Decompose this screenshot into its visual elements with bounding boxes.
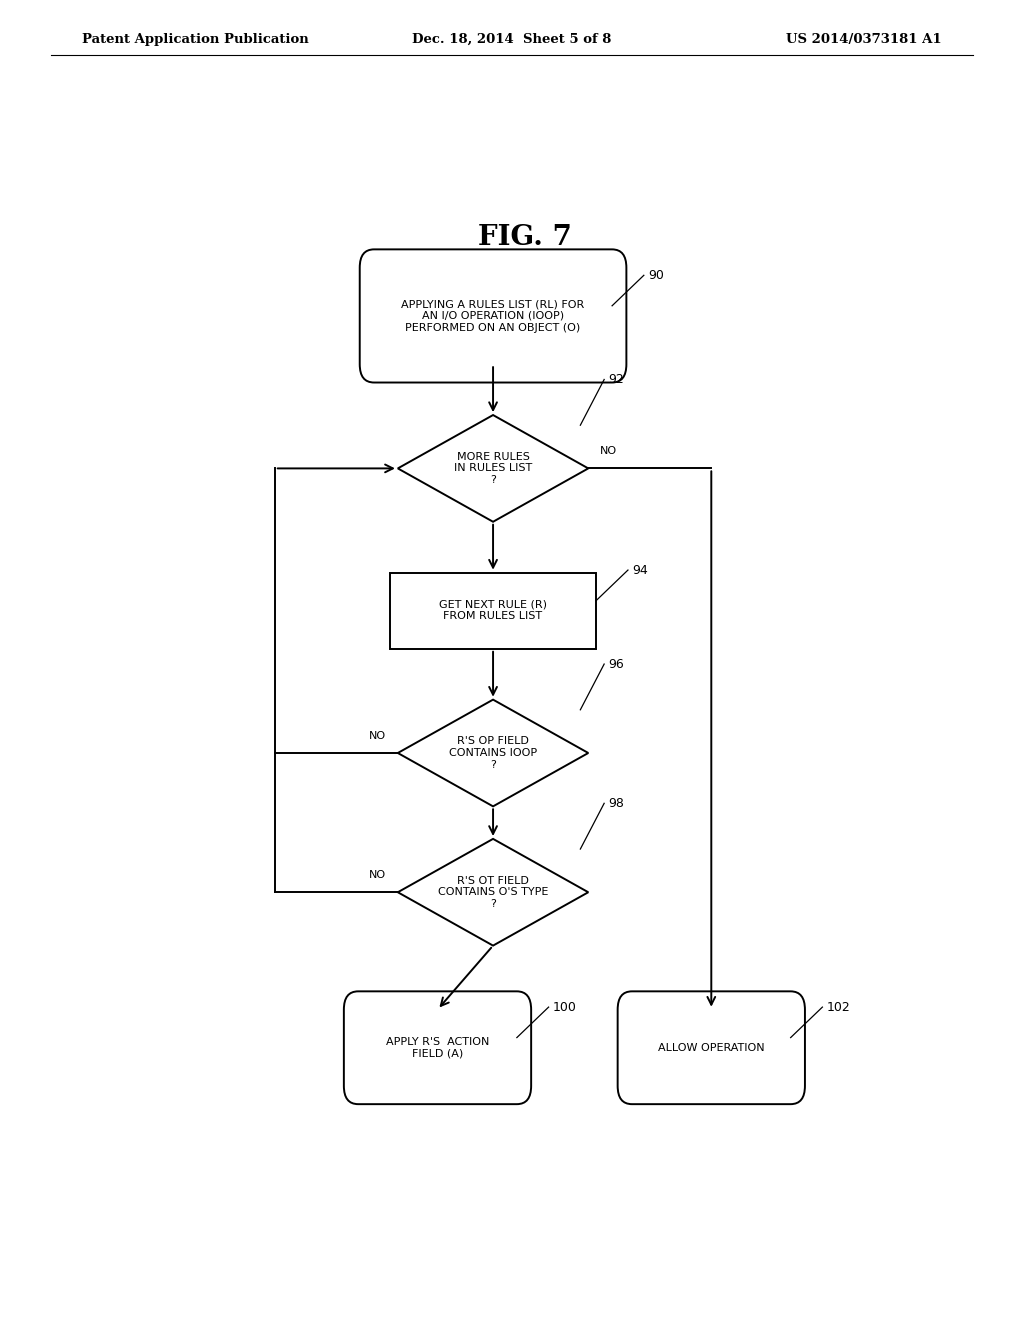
Text: NO: NO — [369, 731, 386, 741]
Text: FIG. 7: FIG. 7 — [478, 224, 571, 252]
Text: 96: 96 — [608, 657, 624, 671]
Text: 100: 100 — [553, 1001, 577, 1014]
Text: NO: NO — [600, 446, 617, 457]
Bar — [390, 573, 596, 649]
Text: NO: NO — [369, 870, 386, 880]
Text: APPLYING A RULES LIST (RL) FOR
AN I/O OPERATION (IOOP)
PERFORMED ON AN OBJECT (O: APPLYING A RULES LIST (RL) FOR AN I/O OP… — [401, 300, 585, 333]
Text: APPLY R'S  ACTION
FIELD (A): APPLY R'S ACTION FIELD (A) — [386, 1038, 489, 1059]
Text: GET NEXT RULE (R)
FROM RULES LIST: GET NEXT RULE (R) FROM RULES LIST — [439, 599, 547, 622]
Text: R'S OT FIELD
CONTAINS O'S TYPE
?: R'S OT FIELD CONTAINS O'S TYPE ? — [438, 875, 548, 909]
Text: 92: 92 — [608, 374, 624, 385]
FancyBboxPatch shape — [344, 991, 531, 1104]
Text: MORE RULES
IN RULES LIST
?: MORE RULES IN RULES LIST ? — [454, 451, 532, 484]
Text: ALLOW OPERATION: ALLOW OPERATION — [658, 1043, 765, 1053]
FancyBboxPatch shape — [359, 249, 627, 383]
Text: Dec. 18, 2014  Sheet 5 of 8: Dec. 18, 2014 Sheet 5 of 8 — [413, 33, 611, 46]
Text: R'S OP FIELD
CONTAINS IOOP
?: R'S OP FIELD CONTAINS IOOP ? — [449, 737, 538, 770]
Text: 94: 94 — [632, 564, 648, 577]
Text: 90: 90 — [648, 269, 664, 281]
FancyBboxPatch shape — [617, 991, 805, 1104]
Polygon shape — [397, 414, 588, 521]
Polygon shape — [397, 840, 588, 945]
Text: Patent Application Publication: Patent Application Publication — [82, 33, 308, 46]
Text: 98: 98 — [608, 797, 624, 809]
Text: 102: 102 — [826, 1001, 850, 1014]
Polygon shape — [397, 700, 588, 807]
Text: US 2014/0373181 A1: US 2014/0373181 A1 — [786, 33, 942, 46]
